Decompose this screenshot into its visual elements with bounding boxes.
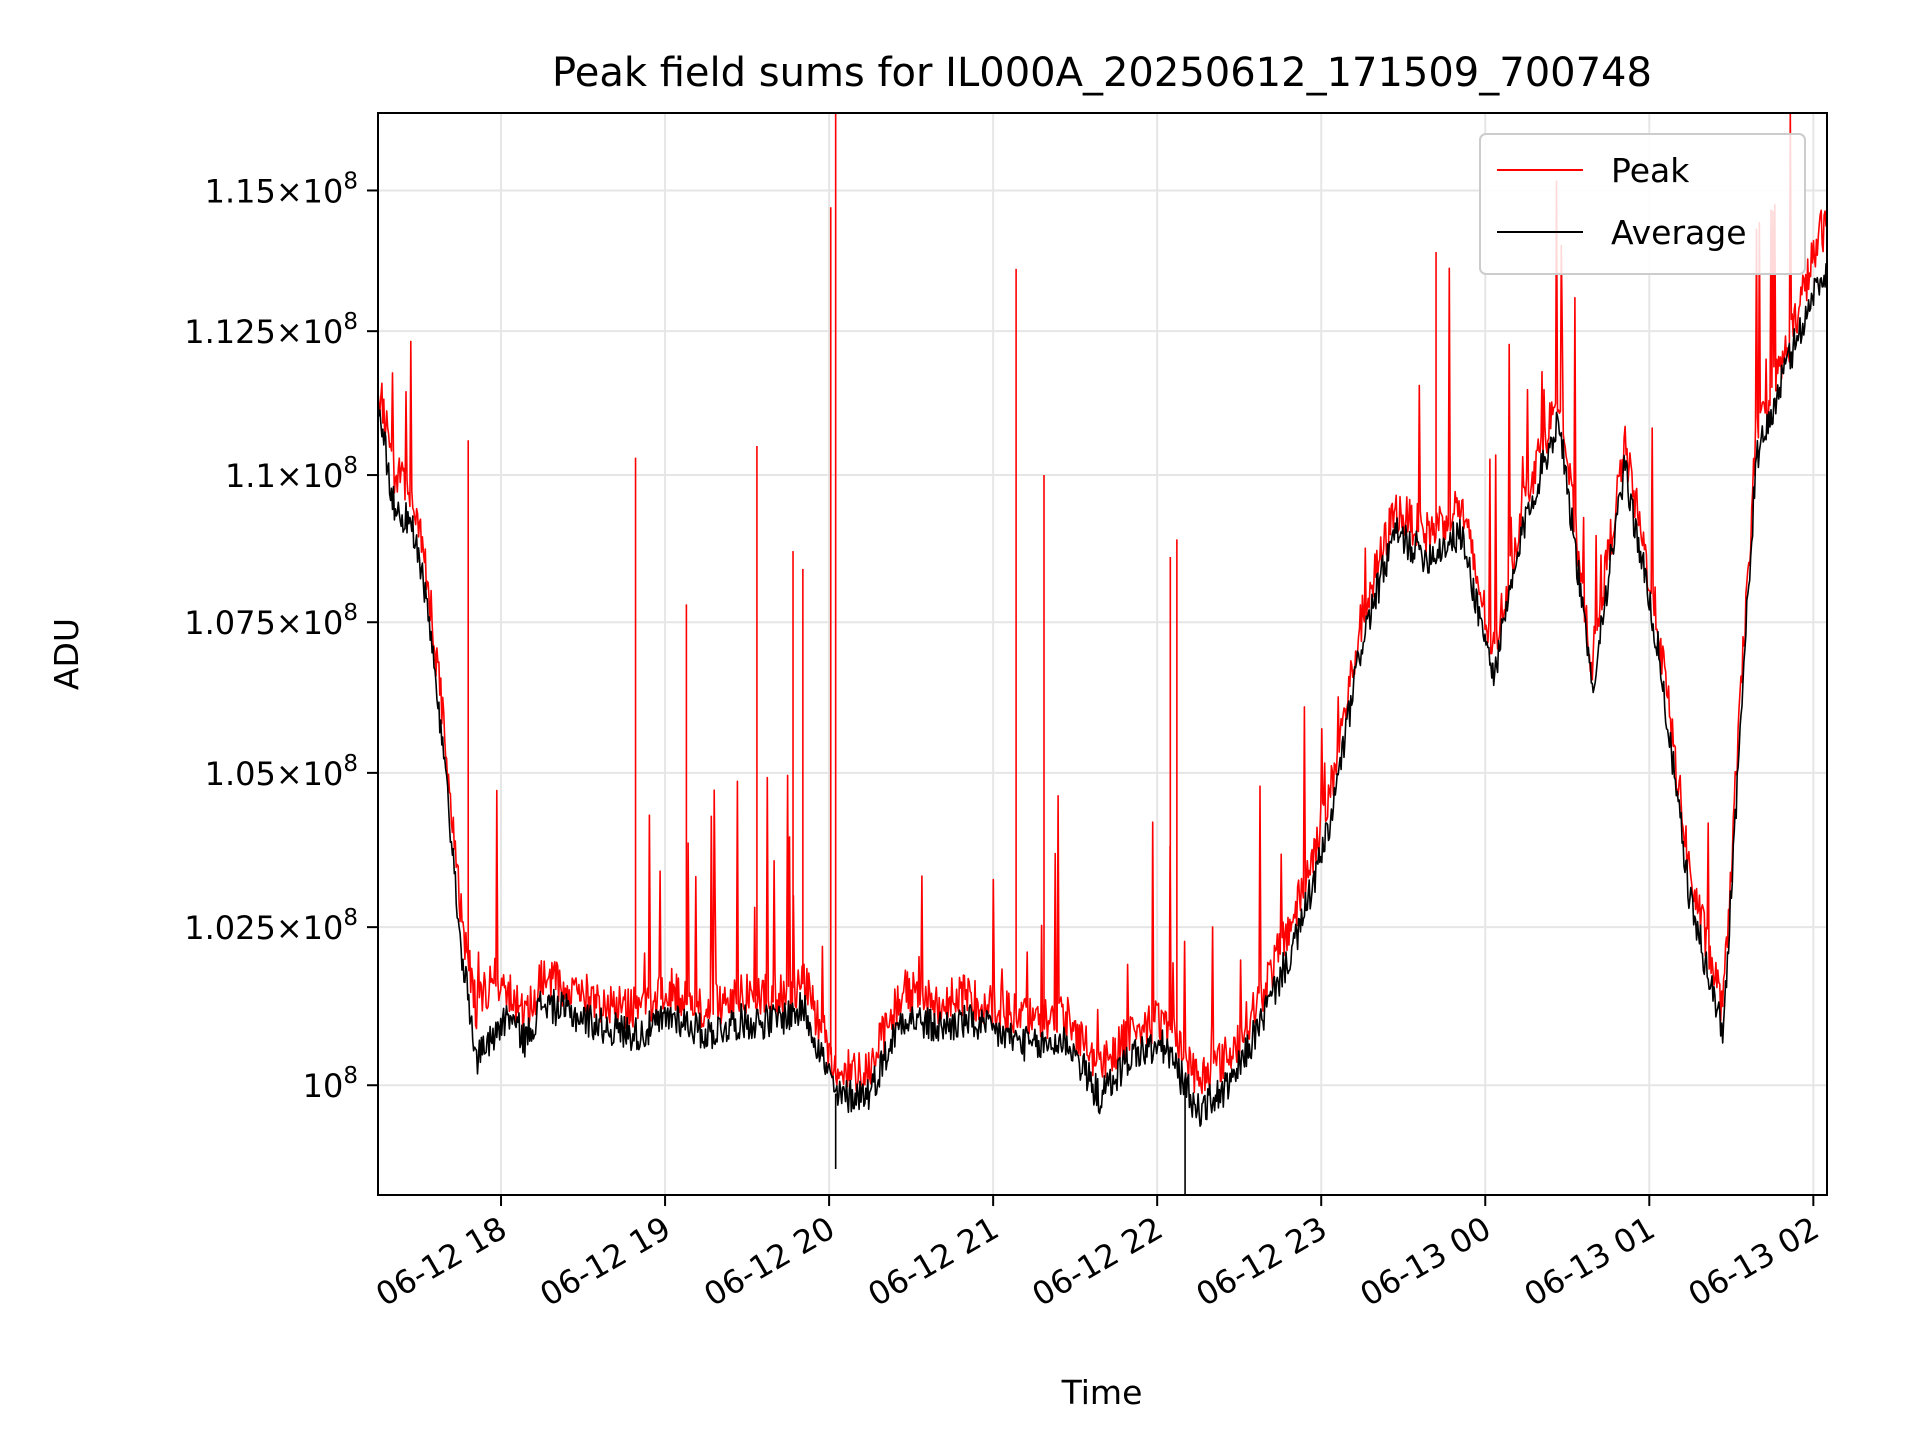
x-axis-label: Time <box>1061 1373 1143 1412</box>
chart-title: Peak field sums for IL000A_20250612_1715… <box>552 50 1652 96</box>
y-tick-label: 1.15×108 <box>205 168 358 210</box>
series-average <box>378 263 1827 1195</box>
y-axis-ticks: 108 1.025×108 1.05×108 1.075×108 1.1×108 1.12… <box>184 168 378 1105</box>
y-tick-label: 1.125×108 <box>184 309 358 351</box>
y-axis-label: ADU <box>47 618 86 690</box>
plot-frame <box>377 112 1828 1196</box>
series-peak <box>378 113 1827 1095</box>
y-tick-label: 1.025×108 <box>184 905 358 947</box>
y-tick-label: 1.1×108 <box>225 453 358 495</box>
legend: Peak Average <box>1479 133 1806 275</box>
series-line-peak <box>378 113 1827 1095</box>
y-tick-label: 108 <box>303 1063 358 1105</box>
y-tick-label: 1.05×108 <box>205 751 358 793</box>
y-tick-label: 1.075×108 <box>184 600 358 642</box>
legend-label-average: Average <box>1611 213 1747 252</box>
series-line-average <box>378 263 1827 1127</box>
legend-label-peak: Peak <box>1611 151 1690 190</box>
series-layer <box>378 113 1827 1195</box>
